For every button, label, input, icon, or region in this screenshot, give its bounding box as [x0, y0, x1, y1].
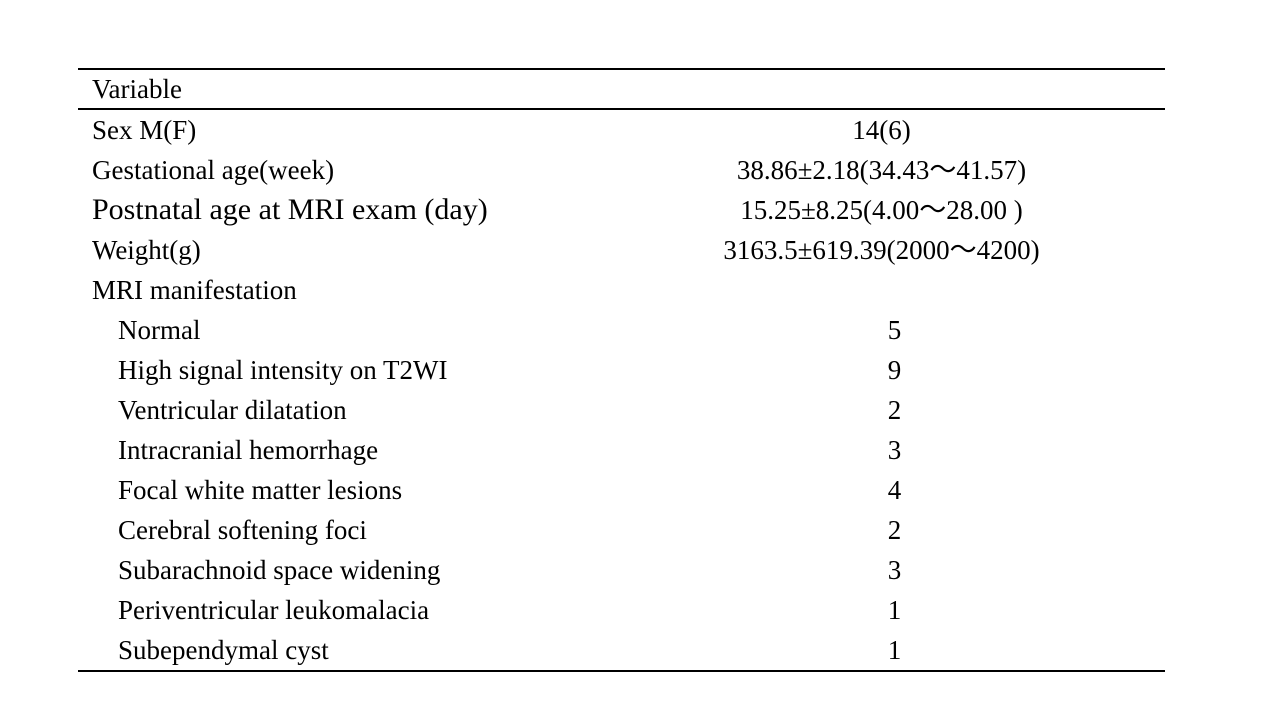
row-label: Ventricular dilatation [118, 394, 347, 425]
table-row: Periventricular leukomalacia 1 [78, 590, 1165, 630]
row-label: Focal white matter lesions [118, 474, 403, 505]
row-value: 3 [887, 554, 902, 585]
row-value: 3 [887, 434, 902, 465]
table-row: MRI manifestation [78, 270, 1165, 310]
row-label: Sex M(F) [92, 114, 197, 145]
column-header-variable: Variable [92, 73, 182, 104]
row-label: Periventricular leukomalacia [118, 594, 430, 625]
table-row: Subarachnoid space widening 3 [78, 550, 1165, 590]
row-value: 15.25±8.25(4.00～28.00 ) [740, 194, 1023, 225]
row-value: 1 [887, 634, 902, 665]
table-row: Gestational age(week) 38.86±2.18(34.43～4… [78, 150, 1165, 190]
row-value: 3163.5±619.39(2000～4200) [723, 234, 1040, 265]
table-row: Focal white matter lesions 4 [78, 470, 1165, 510]
row-label: Postnatal age at MRI exam (day) [92, 193, 488, 226]
table-row: Subependymal cyst 1 [78, 630, 1165, 670]
table-row: Weight(g) 3163.5±619.39(2000～4200) [78, 230, 1165, 270]
characteristics-table: Variable Sex M(F) 14(6) Gestational age(… [78, 68, 1165, 672]
row-label: Normal [118, 314, 201, 345]
table-row: Cerebral softening foci 2 [78, 510, 1165, 550]
row-label: Gestational age(week) [92, 154, 335, 185]
row-value: 2 [887, 394, 902, 425]
table-body: Sex M(F) 14(6) Gestational age(week) 38.… [78, 110, 1165, 670]
row-label: High signal intensity on T2WI [118, 354, 448, 385]
row-value: 4 [887, 474, 902, 505]
table-row: Intracranial hemorrhage 3 [78, 430, 1165, 470]
table-row: Sex M(F) 14(6) [78, 110, 1165, 150]
row-value: 38.86±2.18(34.43～41.57) [736, 154, 1027, 185]
table-row: Postnatal age at MRI exam (day) 15.25±8.… [78, 190, 1165, 230]
row-value: 2 [887, 514, 902, 545]
row-value: 14(6) [852, 114, 911, 145]
row-label: Intracranial hemorrhage [118, 434, 379, 465]
table-header-row: Variable [78, 70, 1165, 110]
row-value: 5 [887, 314, 902, 345]
row-label: Subarachnoid space widening [118, 554, 441, 585]
table-row: Normal 5 [78, 310, 1165, 350]
row-label: Weight(g) [92, 234, 201, 265]
row-label: Cerebral softening foci [118, 514, 367, 545]
row-value: 9 [887, 354, 902, 385]
row-label: Subependymal cyst [118, 634, 329, 665]
row-label: MRI manifestation [92, 274, 297, 305]
table-row: Ventricular dilatation 2 [78, 390, 1165, 430]
table-row: High signal intensity on T2WI 9 [78, 350, 1165, 390]
row-value: 1 [887, 594, 902, 625]
